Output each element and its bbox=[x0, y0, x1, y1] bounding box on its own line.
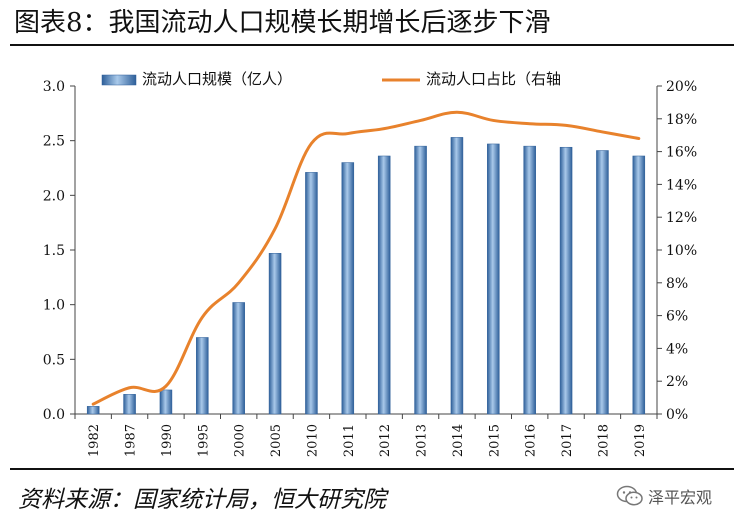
bar bbox=[487, 143, 500, 415]
bar bbox=[232, 302, 245, 415]
wechat-icon bbox=[616, 485, 643, 506]
left-tick-label: 0.5 bbox=[43, 352, 65, 368]
header: 图表8：我国流动人口规模长期增长后逐步下滑 bbox=[0, 0, 744, 46]
bar bbox=[196, 337, 209, 415]
x-tick-label: 2011 bbox=[342, 424, 357, 457]
x-tick-label: 2013 bbox=[415, 424, 430, 457]
bar bbox=[86, 406, 100, 415]
right-tick-label: 6% bbox=[666, 309, 688, 325]
chart-title: 图表8：我国流动人口规模长期增长后逐步下滑 bbox=[14, 8, 551, 38]
right-tick-label: 20% bbox=[666, 79, 697, 95]
right-tick-label: 12% bbox=[666, 210, 697, 226]
bar bbox=[341, 162, 355, 415]
x-tick-label: 2015 bbox=[487, 424, 502, 457]
x-tick-label: 1982 bbox=[87, 424, 102, 457]
bar bbox=[377, 155, 391, 415]
legend-line-label: 流动人口占比（右轴 bbox=[426, 70, 561, 88]
bar bbox=[159, 389, 173, 415]
x-tick-label: 1987 bbox=[124, 424, 139, 457]
watermark-text: 泽平宏观 bbox=[648, 488, 713, 507]
bar bbox=[559, 146, 573, 415]
right-tick-label: 0% bbox=[666, 407, 688, 423]
x-tick-label: 2000 bbox=[233, 424, 248, 457]
bar bbox=[305, 172, 318, 415]
x-tick-label: 2005 bbox=[269, 424, 284, 457]
x-tick-label: 2010 bbox=[305, 424, 320, 457]
x-tick-label: 2016 bbox=[524, 424, 539, 457]
left-tick-label: 0.0 bbox=[43, 407, 65, 423]
source-note: 资料来源：国家统计局，恒大研究院 bbox=[18, 487, 386, 513]
bottom-rule bbox=[10, 468, 734, 470]
legend-bar-swatch bbox=[101, 74, 137, 86]
right-tick-label: 2% bbox=[666, 374, 688, 390]
x-tick-label: 1990 bbox=[160, 424, 175, 457]
right-tick-label: 16% bbox=[666, 145, 697, 161]
left-tick-label: 3.0 bbox=[43, 79, 65, 95]
bar bbox=[523, 145, 536, 415]
footer: 资料来源：国家统计局，恒大研究院 泽平宏观 bbox=[0, 474, 744, 522]
bar bbox=[450, 137, 464, 415]
right-tick-label: 18% bbox=[666, 112, 697, 128]
right-tick-label: 10% bbox=[666, 243, 697, 259]
right-tick-label: 8% bbox=[666, 276, 688, 292]
x-tick-label: 2018 bbox=[596, 424, 611, 457]
left-tick-label: 2.5 bbox=[43, 134, 65, 150]
x-tick-label: 1995 bbox=[196, 424, 211, 457]
chart: 0.0 0.5 1.0 1.5 2.0 2.5 3.0 0% 2% 4% 6% 8% 10% 12% 14%… bbox=[43, 70, 697, 457]
left-tick-label: 1.0 bbox=[43, 298, 65, 314]
watermark: 泽平宏观 bbox=[616, 484, 712, 508]
x-tick-label: 2012 bbox=[378, 424, 393, 457]
left-tick-label: 2.0 bbox=[43, 188, 65, 204]
x-tick-label: 2014 bbox=[451, 424, 466, 457]
share-line bbox=[91, 110, 641, 406]
legend-bar-label: 流动人口规模（亿人） bbox=[142, 70, 292, 88]
x-tick-label: 2017 bbox=[560, 424, 575, 457]
bar bbox=[596, 150, 609, 415]
bar bbox=[268, 253, 282, 415]
top-rule bbox=[10, 44, 734, 46]
left-tick-label: 1.5 bbox=[43, 243, 65, 259]
bar bbox=[123, 394, 136, 415]
x-tick-label: 2019 bbox=[633, 424, 648, 457]
bar bbox=[632, 155, 646, 415]
right-tick-label: 4% bbox=[666, 341, 688, 357]
bar bbox=[414, 145, 427, 415]
right-tick-label: 14% bbox=[666, 177, 697, 193]
